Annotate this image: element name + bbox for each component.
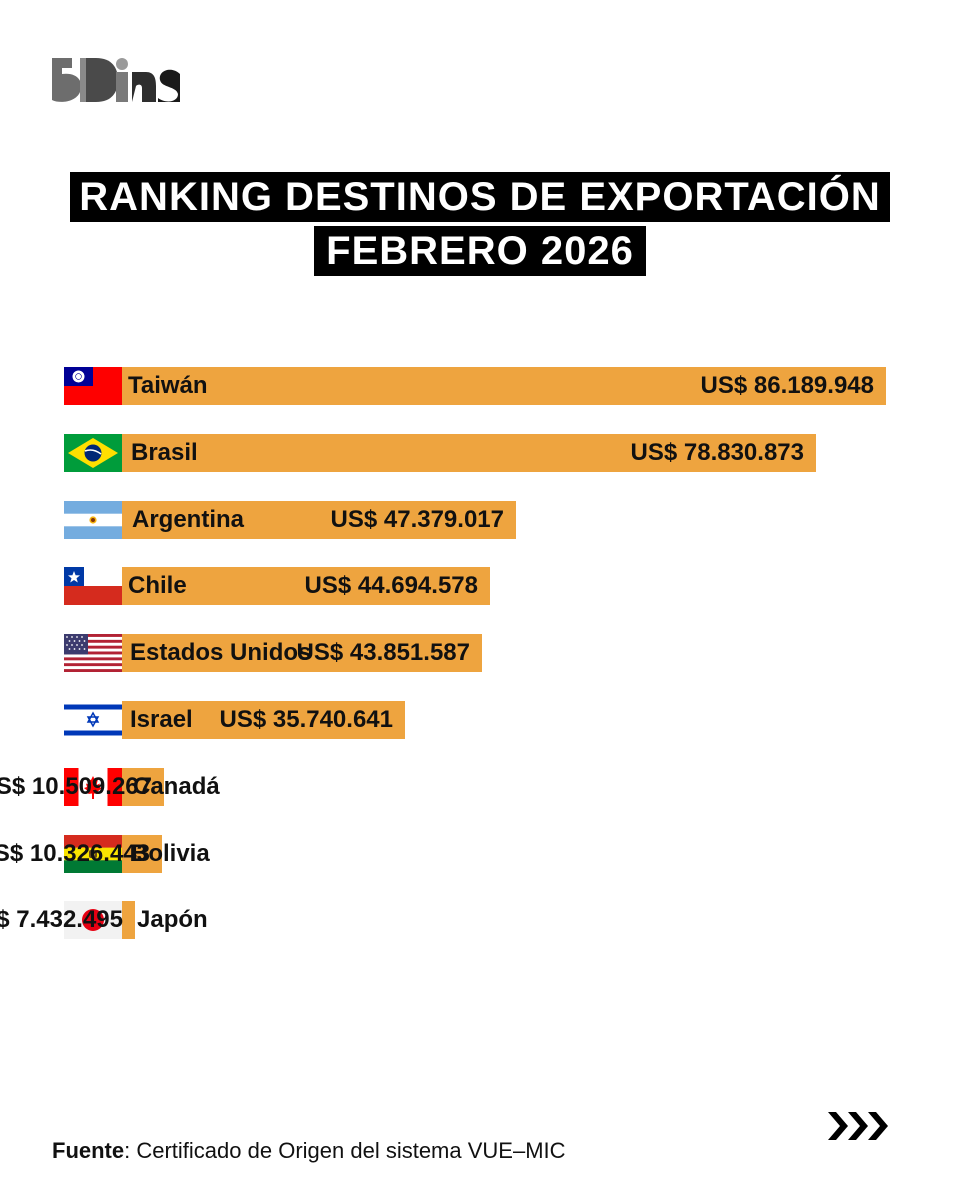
- bar-row: Israel US$ 35.740.641: [64, 701, 405, 739]
- chile-flag-icon: [64, 567, 122, 606]
- category-label: Bolivia: [131, 839, 210, 867]
- data-label: US$ 47.379.017: [330, 505, 504, 533]
- bar: [64, 433, 816, 472]
- source-text: : Certificado de Origen del sistema VUE–…: [124, 1138, 566, 1163]
- 5dias-logo: [52, 58, 180, 102]
- category-label: Argentina: [132, 505, 245, 533]
- bar: [64, 567, 490, 606]
- category-label: Taiwán: [128, 372, 208, 399]
- argentina-flag-icon: [64, 500, 122, 539]
- data-label: US$ 10.509.267: [0, 772, 152, 800]
- title-text-2: FEBRERO 2026: [314, 226, 646, 276]
- usa-flag-icon: [64, 634, 122, 673]
- bar-row: Brasil US$ 78.830.873: [64, 433, 816, 472]
- category-label: Chile: [128, 572, 187, 600]
- title-text-1: RANKING DESTINOS DE EXPORTACIÓN: [70, 172, 890, 222]
- data-label: US$ 43.851.587: [296, 639, 470, 667]
- bolivia-flag-icon: [64, 834, 122, 873]
- category-label: Brasil: [131, 438, 198, 466]
- title-line-2: FEBRERO 2026: [0, 226, 960, 276]
- bar-row: Argentina US$ 47.379.017: [64, 500, 516, 539]
- title-line-1: RANKING DESTINOS DE EXPORTACIÓN: [0, 172, 960, 222]
- brazil-flag-icon: [64, 433, 122, 472]
- triple-chevron-right-icon[interactable]: [826, 1110, 894, 1142]
- taiwan-flag-icon: [64, 367, 122, 405]
- data-label: US$ 86.189.948: [700, 372, 874, 399]
- israel-flag-icon: [64, 701, 122, 739]
- category-label: Israel: [130, 706, 193, 733]
- data-label: US$ 35.740.641: [219, 706, 393, 733]
- bar: [64, 500, 516, 539]
- bar-row: CanadáUS$ 10.509.267: [0, 767, 220, 806]
- category-label: Estados Unidos: [130, 639, 312, 667]
- source-note: Fuente: Certificado de Origen del sistem…: [52, 1138, 566, 1164]
- data-label: US$ 44.694.578: [304, 572, 478, 600]
- data-label: US$ 78.830.873: [630, 438, 804, 466]
- data-label: US$ 10.326.443: [0, 839, 150, 867]
- canada-flag-icon: [64, 767, 122, 806]
- bar-row: BoliviaUS$ 10.326.443: [0, 834, 210, 873]
- bar: [64, 634, 482, 673]
- bar-row: Japón US$ 7.432.495: [0, 901, 208, 940]
- japan-flag-icon: [64, 901, 122, 940]
- data-label: US$ 7.432.495: [0, 906, 123, 934]
- bar-row: Estados Unidos US$ 43.851.587: [64, 634, 482, 673]
- category-label: Japón: [137, 906, 208, 934]
- source-label: Fuente: [52, 1138, 125, 1163]
- category-label: Canadá: [133, 772, 220, 800]
- bar: [64, 367, 886, 405]
- bar-row: Chile US$ 44.694.578: [64, 567, 490, 606]
- bar-row: Taiwán US$ 86.189.948: [64, 367, 886, 405]
